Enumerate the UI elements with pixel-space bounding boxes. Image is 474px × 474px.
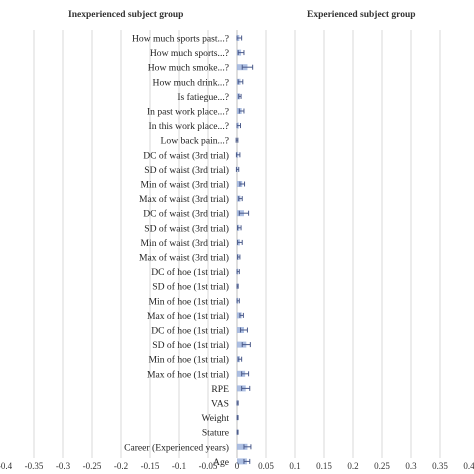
bar bbox=[237, 443, 248, 450]
category-label: Max of hoe (1st trial) bbox=[147, 369, 229, 380]
category-label: DC of waist (3rd trial) bbox=[143, 209, 229, 220]
category-label: Career (Experienced years) bbox=[124, 442, 229, 453]
category-label: Min of waist (3rd trial) bbox=[141, 238, 229, 249]
category-label: In past work place...? bbox=[147, 107, 229, 118]
x-tick-label: -0.35 bbox=[25, 461, 44, 471]
panel-title-experienced: Experienced subject group bbox=[307, 10, 416, 20]
category-label: Weight bbox=[202, 413, 230, 424]
category-label: SD of waist (3rd trial) bbox=[144, 165, 229, 176]
x-tick-label: 0.2 bbox=[347, 461, 358, 471]
category-label: SD of hoe (1st trial) bbox=[152, 282, 229, 293]
bar bbox=[237, 370, 246, 377]
panel-title-inexperienced: Inexperienced subject group bbox=[68, 10, 183, 20]
x-axis-ticks: -0.4 -0.35 -0.3 -0.25 -0.2 -0.15 -0.1 -0.05 0 0.0… bbox=[0, 461, 474, 471]
category-labels: How much sports past...? How much sports.… bbox=[124, 34, 229, 468]
x-tick-label: 0.1 bbox=[289, 461, 300, 471]
bar bbox=[237, 458, 247, 465]
category-label: In this work place...? bbox=[149, 121, 229, 132]
category-label: Min of waist (3rd trial) bbox=[141, 180, 229, 191]
x-tick-label: 0.05 bbox=[258, 461, 274, 471]
x-tick-label: 0.3 bbox=[405, 461, 417, 471]
x-tick-label: -0.25 bbox=[83, 461, 102, 471]
category-label: VAS bbox=[211, 399, 229, 410]
x-tick-label: 0 bbox=[235, 461, 240, 471]
category-label: How much drink...? bbox=[153, 77, 229, 88]
category-label: Max of waist (3rd trial) bbox=[139, 194, 229, 205]
x-tick-label: 0.4 bbox=[463, 461, 474, 471]
category-label: How much smoke...? bbox=[148, 63, 229, 74]
category-label: How much sports past...? bbox=[132, 34, 229, 45]
x-tick-label: -0.2 bbox=[114, 461, 128, 471]
category-label: DC of hoe (1st trial) bbox=[151, 326, 229, 337]
category-label: Is fatiegue...? bbox=[177, 92, 229, 103]
category-label: Max of hoe (1st trial) bbox=[147, 311, 229, 322]
category-label: Min of hoe (1st trial) bbox=[149, 296, 229, 307]
x-tick-label: -0.05 bbox=[199, 461, 218, 471]
x-tick-label: 0.35 bbox=[432, 461, 448, 471]
category-label: Age bbox=[213, 457, 229, 468]
category-label: Min of hoe (1st trial) bbox=[149, 355, 229, 366]
x-tick-label: -0.1 bbox=[172, 461, 186, 471]
bar bbox=[237, 341, 247, 348]
x-tick-label: 0.15 bbox=[316, 461, 332, 471]
bars bbox=[235, 35, 254, 465]
category-label: How much sports...? bbox=[150, 48, 229, 59]
category-label: Stature bbox=[202, 428, 229, 439]
category-label: RPE bbox=[211, 384, 229, 395]
category-label: Max of waist (3rd trial) bbox=[139, 253, 229, 264]
x-tick-label: -0.4 bbox=[0, 461, 13, 471]
category-label: SD of waist (3rd trial) bbox=[144, 223, 229, 234]
category-label: Low back pain...? bbox=[161, 136, 229, 147]
bar bbox=[237, 312, 242, 319]
category-label: DC of waist (3rd trial) bbox=[143, 150, 229, 161]
grid bbox=[33, 30, 441, 458]
category-label: DC of hoe (1st trial) bbox=[151, 267, 229, 278]
x-tick-label: 0.25 bbox=[374, 461, 390, 471]
category-label: SD of hoe (1st trial) bbox=[152, 340, 229, 351]
x-tick-label: -0.15 bbox=[141, 461, 160, 471]
x-tick-label: -0.3 bbox=[56, 461, 71, 471]
